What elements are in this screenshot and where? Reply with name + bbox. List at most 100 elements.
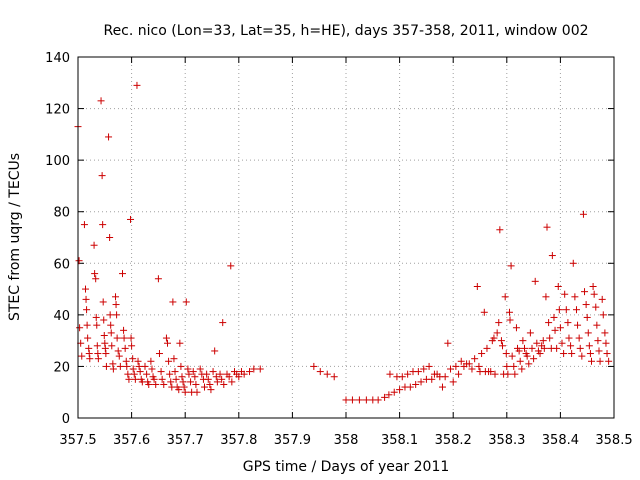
data-point <box>417 378 425 386</box>
data-point <box>546 334 554 342</box>
data-point <box>141 362 149 370</box>
data-point <box>518 365 526 373</box>
data-point <box>425 362 433 370</box>
data-point <box>601 329 609 337</box>
y-tick-label: 20 <box>53 360 70 375</box>
data-point <box>468 365 476 373</box>
data-point <box>102 362 110 370</box>
data-point <box>542 293 550 301</box>
data-point <box>475 362 483 370</box>
data-point <box>212 373 220 381</box>
data-point <box>125 375 133 383</box>
data-point <box>99 298 107 306</box>
x-tick-label: 357.8 <box>220 433 257 448</box>
data-point <box>136 368 144 376</box>
data-point <box>491 370 499 378</box>
grid <box>78 57 614 418</box>
data-point <box>561 290 569 298</box>
data-point <box>342 396 350 404</box>
data-point <box>120 326 128 334</box>
data-point <box>216 370 224 378</box>
data-point <box>495 319 503 327</box>
x-tick-label: 357.7 <box>167 433 204 448</box>
data-point <box>587 357 595 365</box>
data-point <box>512 324 520 332</box>
data-point <box>85 350 93 358</box>
data-point <box>551 326 559 334</box>
data-point <box>116 362 124 370</box>
data-point <box>523 352 531 360</box>
data-point <box>540 344 548 352</box>
data-point <box>504 370 512 378</box>
data-point <box>556 324 564 332</box>
x-tick-label: 358 <box>334 433 359 448</box>
data-point <box>112 293 120 301</box>
data-point <box>124 370 132 378</box>
data-point <box>172 375 180 383</box>
data-point <box>148 365 156 373</box>
data-point <box>196 365 204 373</box>
data-point <box>525 360 533 368</box>
data-point <box>404 370 412 378</box>
axis-ticks: 357.5 357.6 357.7 357.8 357.9 358 358.1 358.2 35… <box>45 51 632 448</box>
data-point <box>155 350 163 358</box>
data-point <box>390 388 398 396</box>
data-point <box>93 321 101 329</box>
data-point <box>457 357 465 365</box>
data-point <box>181 388 189 396</box>
data-point <box>113 334 121 342</box>
data-point <box>165 357 173 365</box>
data-point <box>99 221 107 229</box>
data-point <box>471 355 479 363</box>
x-tick-label: 358.3 <box>488 433 525 448</box>
data-point <box>179 378 187 386</box>
data-point <box>113 311 121 319</box>
y-axis-title: STEC from uqrg / TECUs <box>7 153 23 321</box>
data-point <box>603 350 611 358</box>
data-point <box>428 375 436 383</box>
data-point <box>569 259 577 267</box>
data-point <box>83 306 91 314</box>
data-point <box>100 331 108 339</box>
data-point <box>316 368 324 376</box>
data-point <box>575 334 583 342</box>
data-point <box>545 319 553 327</box>
data-point <box>490 334 498 342</box>
data-point <box>572 306 580 314</box>
data-point <box>102 350 110 358</box>
data-point <box>487 368 495 376</box>
data-point <box>82 295 90 303</box>
data-point <box>235 373 243 381</box>
data-point <box>605 357 613 365</box>
data-point <box>398 373 406 381</box>
data-point <box>184 365 192 373</box>
data-point <box>209 368 217 376</box>
data-point <box>127 215 135 223</box>
data-point <box>564 319 572 327</box>
data-point <box>180 383 188 391</box>
data-point <box>348 396 356 404</box>
data-point <box>213 378 221 386</box>
data-point <box>109 365 117 373</box>
data-point <box>507 262 515 270</box>
data-point <box>164 339 172 347</box>
data-point <box>480 308 488 316</box>
data-point <box>582 301 590 309</box>
data-point <box>444 339 452 347</box>
data-point <box>530 355 538 363</box>
data-point <box>256 365 264 373</box>
data-point <box>449 378 457 386</box>
data-point <box>86 355 94 363</box>
plot-frame <box>77 56 615 419</box>
data-point <box>187 378 195 386</box>
data-point <box>246 368 254 376</box>
data-point <box>240 370 248 378</box>
data-point <box>596 357 604 365</box>
data-point <box>590 290 598 298</box>
data-point <box>91 270 99 278</box>
data-point <box>503 362 511 370</box>
data-point <box>114 347 122 355</box>
data-point <box>167 378 175 386</box>
y-tick-label: 80 <box>53 206 70 221</box>
